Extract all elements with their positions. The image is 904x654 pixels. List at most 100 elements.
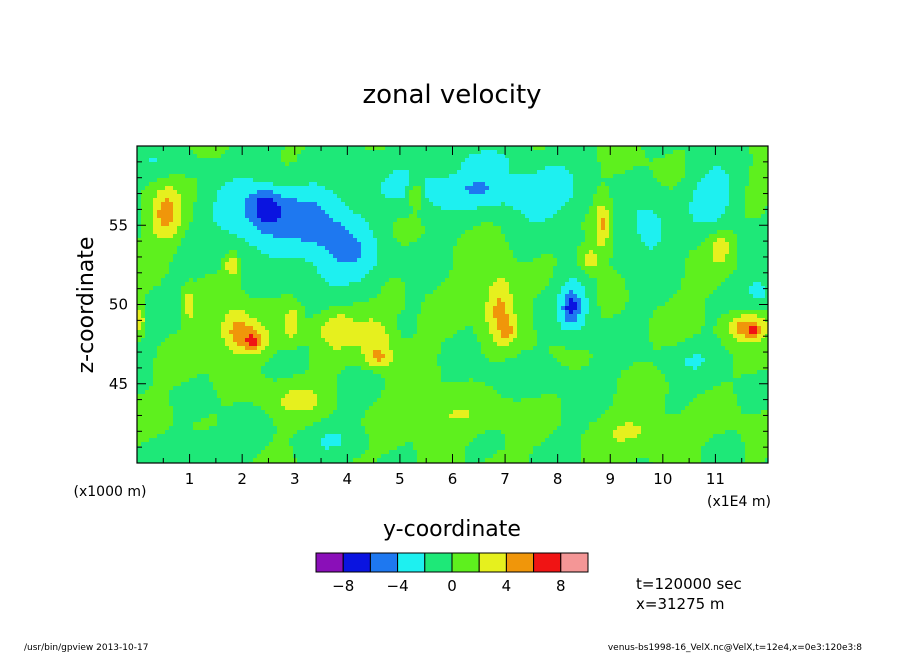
heatmap-cell (669, 178, 674, 183)
heatmap-cell (361, 174, 366, 179)
heatmap-cell (609, 258, 614, 263)
heatmap-cell (745, 178, 750, 183)
heatmap-cell (557, 174, 562, 179)
heatmap-cell (305, 270, 310, 275)
heatmap-cell (449, 206, 454, 211)
heatmap-cell (581, 246, 586, 251)
heatmap-cell (265, 190, 270, 195)
heatmap-cell (365, 186, 370, 191)
heatmap-cell (617, 170, 622, 175)
heatmap-cell (749, 246, 754, 251)
heatmap-cell (417, 158, 422, 163)
heatmap-cell (393, 178, 398, 183)
heatmap-cell (633, 166, 638, 171)
heatmap-cell (261, 154, 266, 159)
heatmap-cell (689, 150, 694, 155)
heatmap-cell (153, 246, 158, 251)
heatmap-cell (737, 182, 742, 187)
heatmap-cell (637, 154, 642, 159)
heatmap-cell (249, 234, 254, 239)
heatmap-cell (753, 154, 758, 159)
heatmap-cell (701, 222, 706, 227)
heatmap-cell (649, 194, 654, 199)
heatmap-cell (173, 250, 178, 255)
heatmap-cell (565, 210, 570, 215)
heatmap-cell (261, 242, 266, 247)
heatmap-cell (693, 262, 698, 267)
heatmap-cell (325, 162, 330, 167)
heatmap-cell (581, 242, 586, 247)
heatmap-cell (173, 150, 178, 155)
heatmap-cell (333, 154, 338, 159)
heatmap-cell (537, 162, 542, 167)
heatmap-cell (517, 194, 522, 199)
heatmap-cell (285, 258, 290, 263)
heatmap-cell (693, 202, 698, 207)
heatmap-cell (353, 198, 358, 203)
heatmap-cell (573, 182, 578, 187)
heatmap-cell (601, 266, 606, 271)
heatmap-cell (381, 234, 386, 239)
heatmap-cell (681, 170, 686, 175)
heatmap-cell (745, 190, 750, 195)
heatmap-cell (229, 262, 234, 267)
heatmap-cell (245, 226, 250, 231)
heatmap-cell (625, 254, 630, 259)
heatmap-cell (165, 158, 170, 163)
heatmap-cell (617, 186, 622, 191)
heatmap-cell (309, 246, 314, 251)
heatmap-cell (333, 218, 338, 223)
heatmap-cell (337, 226, 342, 231)
heatmap-cell (541, 262, 546, 267)
heatmap-cell (605, 266, 610, 271)
heatmap-cell (417, 266, 422, 271)
heatmap-cell (649, 254, 654, 259)
heatmap-cell (465, 150, 470, 155)
heatmap-cell (265, 158, 270, 163)
heatmap-cell (649, 238, 654, 243)
heatmap-cell (497, 242, 502, 247)
heatmap-cell (677, 226, 682, 231)
heatmap-cell (749, 186, 754, 191)
heatmap-cell (497, 158, 502, 163)
heatmap-cell (645, 222, 650, 227)
heatmap-cell (749, 210, 754, 215)
heatmap-cell (649, 182, 654, 187)
heatmap-cell (369, 206, 374, 211)
heatmap-cell (565, 230, 570, 235)
heatmap-cell (613, 174, 618, 179)
heatmap-cell (361, 202, 366, 207)
heatmap-cell (697, 258, 702, 263)
heatmap-cell (641, 150, 646, 155)
heatmap-cell (437, 158, 442, 163)
heatmap-cell (229, 194, 234, 199)
heatmap-cell (265, 174, 270, 179)
heatmap-cell (749, 254, 754, 259)
heatmap-cell (717, 266, 722, 271)
heatmap-cell (745, 238, 750, 243)
heatmap-cell (669, 170, 674, 175)
heatmap-cell (449, 202, 454, 207)
heatmap-cell (249, 150, 254, 155)
heatmap-cell (265, 206, 270, 211)
heatmap-cell (757, 242, 762, 247)
heatmap-cell (521, 214, 526, 219)
heatmap-cell (733, 146, 738, 151)
heatmap-cell (457, 246, 462, 251)
heatmap-cell (537, 194, 542, 199)
heatmap-cell (645, 146, 650, 151)
heatmap-cell (657, 226, 662, 231)
heatmap-cell (641, 194, 646, 199)
heatmap-cell (453, 210, 458, 215)
heatmap-cell (333, 258, 338, 263)
heatmap-cell (689, 178, 694, 183)
heatmap-cell (225, 162, 230, 167)
heatmap-cell (369, 258, 374, 263)
heatmap-cell (365, 238, 370, 243)
heatmap-cell (729, 182, 734, 187)
heatmap-cell (653, 190, 658, 195)
heatmap-cell (585, 242, 590, 247)
heatmap-cell (677, 250, 682, 255)
heatmap-cell (585, 210, 590, 215)
heatmap-cell (505, 262, 510, 267)
